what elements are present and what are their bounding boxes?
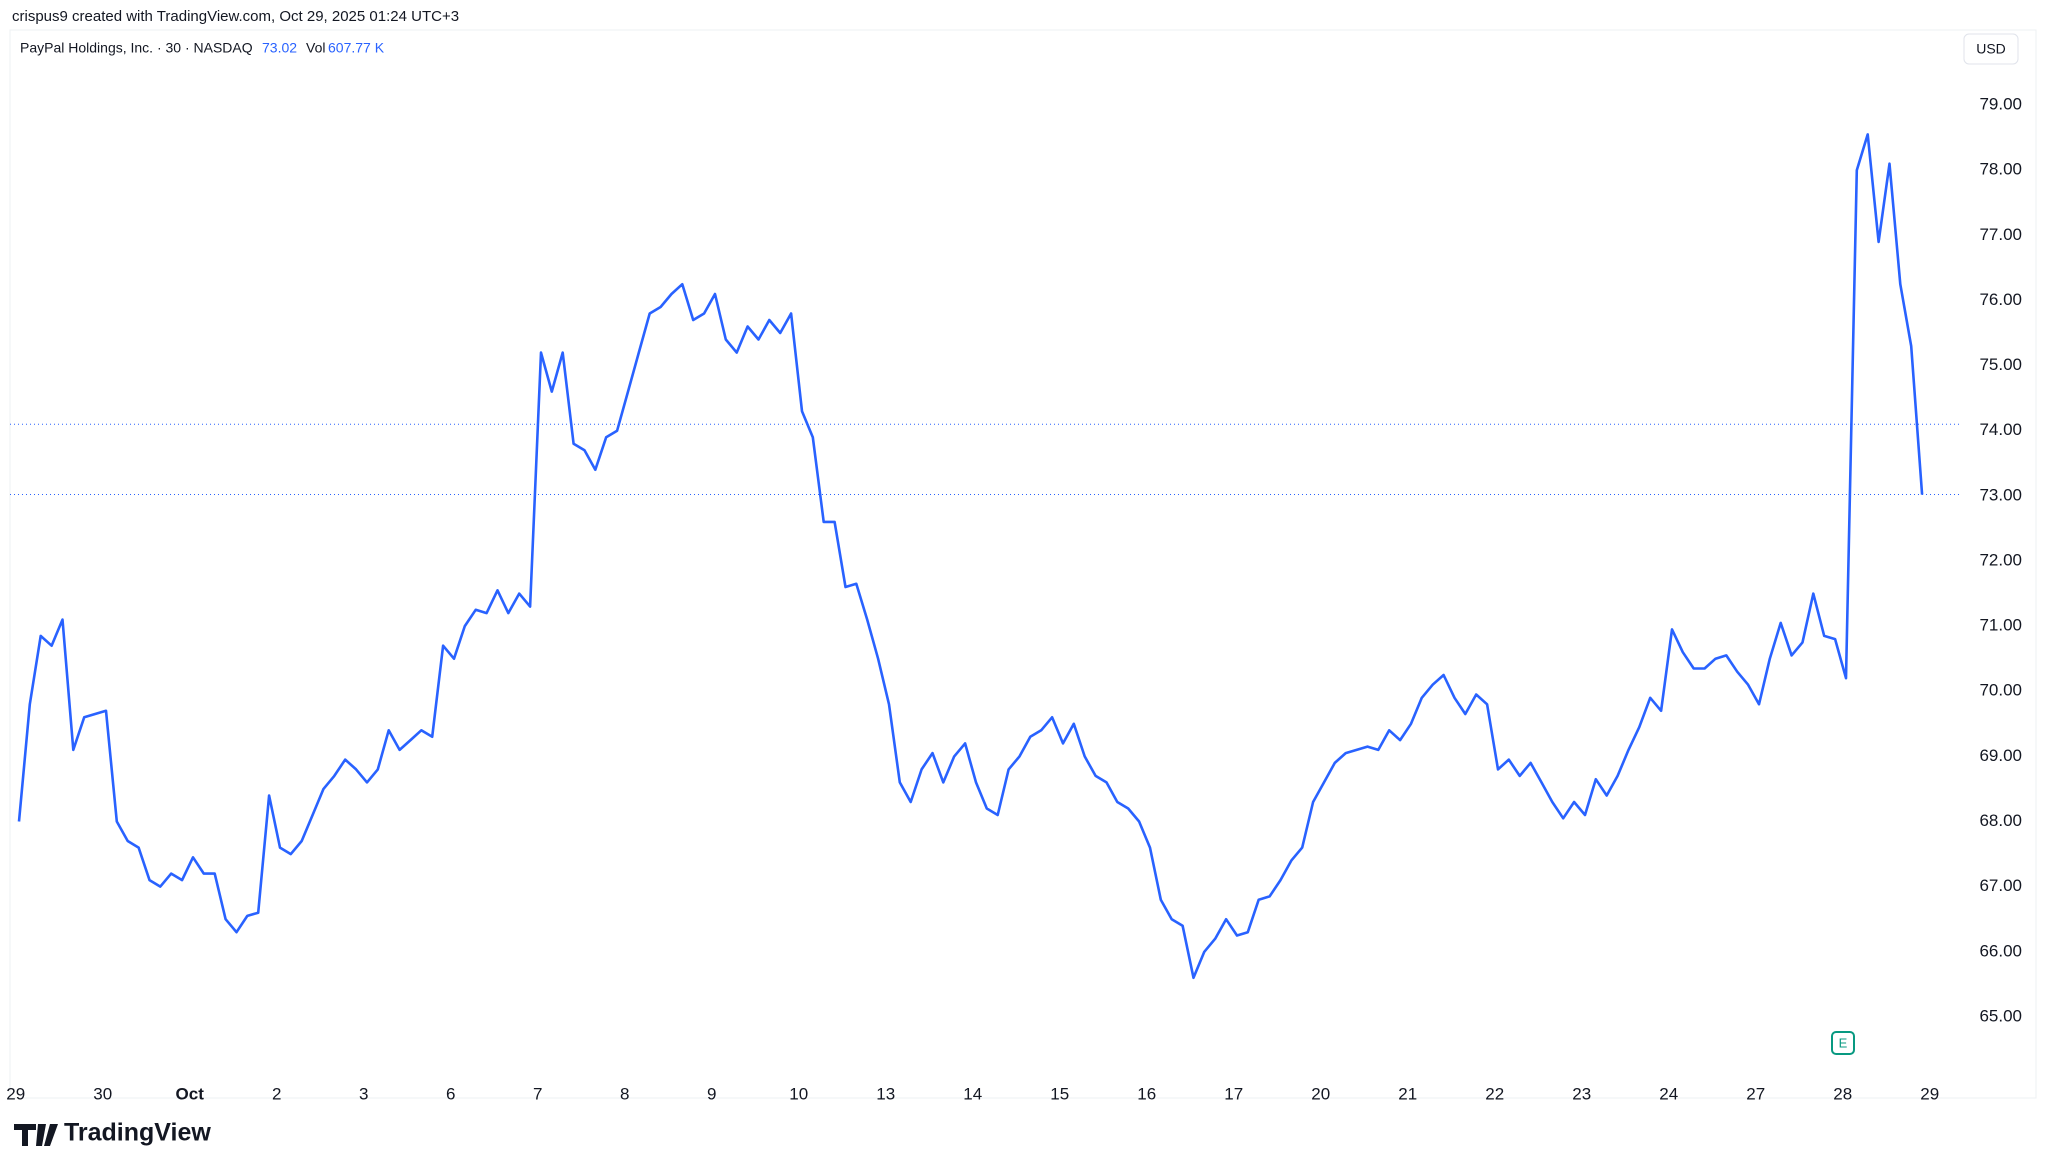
currency[interactable]: USD: [1976, 41, 2006, 57]
x-tick-label: 29: [1920, 1084, 1939, 1103]
y-tick-label: 65.00: [1979, 1006, 2022, 1025]
x-tick-label: 20: [1311, 1084, 1330, 1103]
y-tick-label: 76.00: [1979, 290, 2022, 309]
y-tick-label: 75.00: [1979, 355, 2022, 374]
brand: TradingView: [64, 1119, 211, 1147]
volume: 607.77 K: [328, 40, 385, 56]
y-tick-label: 72.00: [1979, 550, 2022, 569]
x-tick-label: 14: [963, 1084, 982, 1103]
x-tick-label: 29: [6, 1084, 25, 1103]
x-tick-label: Oct: [176, 1084, 205, 1103]
x-tick-label: 17: [1224, 1084, 1243, 1103]
x-tick-label: 13: [876, 1084, 895, 1103]
earnings-marker[interactable]: [1831, 1031, 1855, 1055]
credit: crispus9 created with TradingView.com, O…: [12, 8, 459, 25]
x-tick-label: 3: [359, 1084, 368, 1103]
x-tick-label: 23: [1572, 1084, 1591, 1103]
x-tick-label: 10: [789, 1084, 808, 1103]
panel-frame: [9, 29, 2037, 1099]
currency-box[interactable]: [1963, 33, 2019, 65]
y-tick-label: 73.00: [1979, 485, 2022, 504]
x-tick-label: 21: [1398, 1084, 1417, 1103]
x-tick-label: 27: [1746, 1084, 1765, 1103]
x-tick-label: 16: [1137, 1084, 1156, 1103]
x-tick-label: 24: [1659, 1084, 1678, 1103]
y-tick-label: 70.00: [1979, 681, 2022, 700]
x-tick-label: 30: [93, 1084, 112, 1103]
y-tick-label: 77.00: [1979, 225, 2022, 244]
x-tick-label: 22: [1485, 1084, 1504, 1103]
price-line-series: [17, 133, 1924, 980]
y-tick-label: 67.00: [1979, 876, 2022, 895]
y-tick-label: 68.00: [1979, 811, 2022, 830]
x-tick-label: 7: [533, 1084, 542, 1103]
y-tick-label: 78.00: [1979, 160, 2022, 179]
x-tick-label: 28: [1833, 1084, 1852, 1103]
symbol: PayPal Holdings, Inc. · 30 · NASDAQ: [20, 40, 253, 56]
x-tick-label: 15: [1050, 1084, 1069, 1103]
plot: 65.00 66.00 67.00 68.00 69.00 70.00 71.00 72.00…: [6, 95, 2022, 1104]
y-tick-label: 66.00: [1979, 941, 2022, 960]
y-tick-label: 74.00: [1979, 420, 2022, 439]
brand-logo: [14, 1124, 58, 1146]
x-tick-label: 2: [272, 1084, 281, 1103]
y-tick-label: 69.00: [1979, 746, 2022, 765]
y-tick-label: 71.00: [1979, 616, 2022, 635]
x-tick-label: 9: [707, 1084, 716, 1103]
volume-label: Vol: [306, 40, 325, 56]
x-tick-label: 8: [620, 1084, 629, 1103]
last-price: 73.02: [262, 40, 297, 56]
earnings-label[interactable]: E: [1839, 1035, 1848, 1050]
y-tick-label: 79.00: [1979, 95, 2022, 114]
x-tick-label: 6: [446, 1084, 455, 1103]
